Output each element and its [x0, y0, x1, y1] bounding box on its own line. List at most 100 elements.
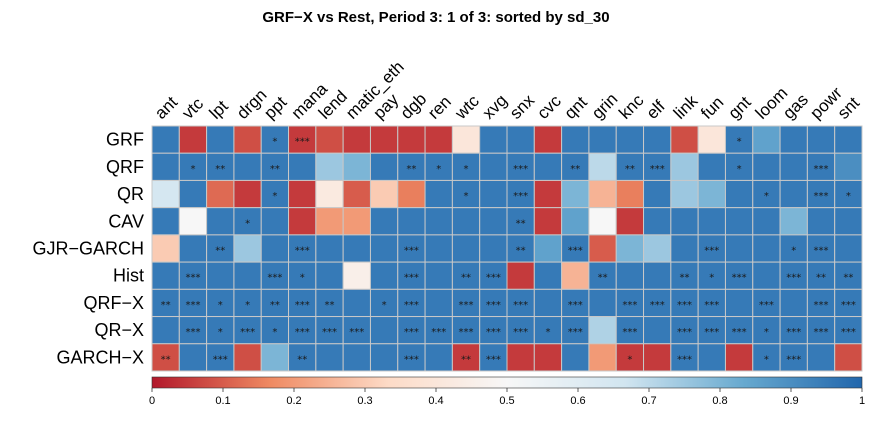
heatmap-cell — [724, 288, 754, 318]
significance-marker: * — [791, 246, 796, 257]
significance-marker: *** — [814, 164, 829, 175]
heatmap-cell — [533, 207, 563, 236]
chart-title: GRF−X vs Rest, Period 3: 1 of 3: sorted … — [262, 9, 609, 26]
heatmap-cell — [233, 125, 262, 154]
significance-marker: *** — [404, 354, 419, 365]
significance-marker: *** — [814, 246, 829, 257]
significance-marker: *** — [677, 354, 692, 365]
significance-marker: ** — [215, 246, 225, 257]
heatmap-cell — [752, 152, 781, 181]
heatmap-cell — [397, 316, 426, 345]
heatmap-cell — [369, 125, 399, 154]
heatmap-cell — [779, 343, 808, 372]
colorbar-tick-label: 0.9 — [783, 395, 798, 407]
heatmap-cell — [451, 207, 481, 236]
heatmap-cell — [206, 261, 235, 290]
heatmap-cell — [779, 207, 808, 236]
significance-markers: * *** ** ** ** ** * * *** ** ** *** * **** * *** * *** ** *… — [161, 137, 856, 366]
significance-marker: *** — [732, 273, 747, 284]
row-label: QR−X — [94, 320, 144, 340]
significance-marker: * — [382, 300, 387, 311]
heatmap-cell — [724, 343, 754, 372]
significance-marker: * — [464, 191, 469, 202]
heatmap-cell — [479, 343, 508, 372]
heatmap-cell — [151, 125, 180, 154]
column-label: fun — [697, 93, 727, 123]
heatmap-cell — [342, 152, 371, 181]
significance-marker: * — [545, 327, 550, 338]
heatmap-cell — [697, 288, 726, 318]
heatmap-cell — [752, 234, 781, 263]
heatmap-cell — [151, 179, 180, 209]
heatmap-cell — [260, 288, 290, 318]
heatmap-cell — [506, 152, 535, 181]
heatmap-cell — [206, 316, 235, 345]
significance-marker: * — [764, 327, 769, 338]
heatmap-cell — [643, 179, 672, 209]
heatmap-cell — [533, 316, 563, 345]
heatmap-cell — [206, 207, 235, 236]
heatmap-cell — [834, 125, 863, 154]
significance-marker: *** — [677, 300, 692, 311]
significance-marker: *** — [732, 327, 747, 338]
heatmap-cell — [260, 343, 290, 372]
heatmap-cell — [588, 234, 617, 263]
heatmap-cell — [260, 234, 290, 263]
heatmap-cell — [697, 152, 726, 181]
significance-marker: * — [218, 300, 223, 311]
heatmap-cell — [533, 234, 563, 263]
significance-marker: *** — [786, 273, 801, 284]
significance-marker: *** — [513, 191, 528, 202]
heatmap-cell — [479, 207, 508, 236]
heatmap-cell — [397, 125, 426, 154]
significance-marker: *** — [704, 300, 719, 311]
heatmap-cell — [588, 288, 617, 318]
significance-marker: *** — [486, 327, 501, 338]
significance-marker: *** — [431, 327, 446, 338]
significance-marker: *** — [459, 327, 474, 338]
heatmap-cell — [178, 125, 208, 154]
heatmap-cell — [588, 207, 617, 236]
significance-marker: * — [464, 164, 469, 175]
heatmap-cell — [451, 179, 481, 209]
significance-marker: * — [272, 191, 277, 202]
significance-marker: *** — [295, 327, 310, 338]
heatmap-cell — [315, 261, 344, 290]
significance-marker: ** — [461, 354, 471, 365]
significance-marker: *** — [704, 246, 719, 257]
column-label: knc — [615, 90, 647, 122]
significance-marker: *** — [650, 164, 665, 175]
heatmap-cell — [424, 152, 453, 181]
heatmap-cell — [533, 179, 563, 209]
heatmap-cell — [233, 316, 262, 345]
heatmap-cell — [779, 288, 808, 318]
significance-marker: *** — [185, 273, 200, 284]
heatmap-cell — [588, 316, 617, 345]
heatmap-cell — [806, 343, 836, 372]
heatmap-cell — [260, 179, 290, 209]
row-label: QRF — [106, 157, 144, 177]
heatmap-cell — [806, 207, 836, 236]
significance-marker: * — [190, 164, 195, 175]
heatmap-cell — [724, 316, 754, 345]
significance-marker: ** — [297, 354, 307, 365]
heatmap-cell — [724, 152, 754, 181]
significance-marker: *** — [841, 327, 856, 338]
heatmap-cell — [670, 343, 699, 372]
significance-marker: *** — [404, 273, 419, 284]
significance-marker: * — [436, 164, 441, 175]
heatmap-cell — [615, 207, 645, 236]
heatmap-cell — [451, 288, 481, 318]
heatmap-cell — [533, 288, 563, 318]
heatmap-cell — [151, 152, 180, 181]
significance-marker: * — [709, 273, 714, 284]
heatmap-cell — [479, 152, 508, 181]
heatmap-cell — [397, 207, 426, 236]
heatmap-cell — [342, 288, 371, 318]
significance-marker: *** — [213, 354, 228, 365]
heatmap-cell — [178, 234, 208, 263]
heatmap-cell — [233, 234, 262, 263]
heatmap-cell — [561, 316, 590, 345]
